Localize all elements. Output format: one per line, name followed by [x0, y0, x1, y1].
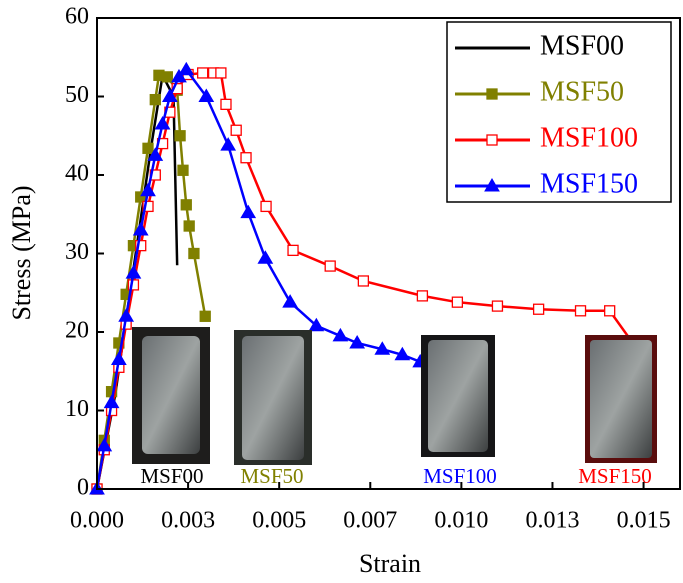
marker [183, 220, 195, 232]
marker [260, 200, 272, 213]
x-tick-label: 0.000 [70, 508, 124, 534]
marker [154, 115, 171, 130]
legend-marker [486, 134, 498, 146]
x-tick-label: 0.015 [617, 508, 671, 534]
marker [374, 341, 391, 355]
x-tick-label: 0.013 [525, 508, 579, 534]
annotation: MSF00 [140, 464, 203, 488]
marker [532, 303, 545, 315]
marker [177, 164, 189, 176]
marker [125, 265, 142, 279]
y-tick-label: 10 [65, 396, 89, 422]
x-tick-label: 0.005 [252, 508, 306, 534]
legend-label: MSF50 [540, 76, 624, 107]
marker [96, 437, 113, 452]
marker [308, 317, 325, 332]
marker [162, 88, 178, 102]
marker [188, 247, 200, 260]
x-tick-label: 0.007 [343, 508, 397, 534]
marker [198, 88, 215, 102]
specimen-photos [132, 327, 657, 465]
marker [149, 93, 161, 106]
marker [161, 71, 173, 83]
legend-marker [484, 178, 500, 192]
marker [135, 239, 147, 252]
legend-marker [486, 88, 498, 100]
y-tick-label: 0 [77, 475, 89, 501]
y-tick-label: 60 [65, 4, 89, 30]
marker [132, 221, 149, 236]
marker [171, 68, 187, 83]
marker [230, 124, 242, 136]
marker [240, 152, 252, 164]
x-tick-label: 0.010 [434, 508, 488, 534]
x-tick-label: 0.003 [161, 508, 215, 534]
marker [574, 305, 587, 317]
y-axis-label: Stress (MPa) [7, 185, 36, 320]
legend-box [446, 21, 672, 203]
annotation: MSF150 [578, 464, 652, 488]
marker [349, 334, 366, 349]
marker [324, 260, 336, 272]
marker [110, 351, 127, 365]
marker [257, 250, 274, 264]
photo-specimen [142, 336, 200, 454]
marker [180, 199, 192, 211]
marker [282, 294, 298, 308]
y-tick-label: 50 [65, 82, 89, 108]
y-tick-label: 30 [65, 239, 89, 265]
marker [357, 275, 370, 287]
marker [416, 290, 429, 302]
marker [220, 137, 237, 151]
y-tick-label: 20 [65, 318, 89, 344]
x-axis-label: Strain [359, 549, 421, 578]
marker [604, 305, 616, 317]
y-tick-label: 40 [65, 161, 89, 187]
marker [240, 204, 257, 219]
marker [199, 310, 211, 322]
annotation: MSF50 [240, 464, 303, 488]
marker [215, 67, 227, 79]
marker [118, 308, 135, 322]
legend-label: MSF00 [540, 30, 624, 61]
marker [174, 130, 186, 142]
marker [287, 244, 299, 257]
photo-specimen [590, 340, 652, 458]
marker [332, 327, 349, 342]
marker [147, 147, 164, 161]
marker [140, 182, 156, 197]
marker [197, 67, 209, 79]
photo-specimen [242, 336, 304, 460]
legend-label: MSF150 [540, 168, 638, 199]
legend-label: MSF100 [540, 122, 638, 153]
marker [220, 98, 232, 110]
annotation: MSF100 [423, 464, 497, 488]
marker [142, 200, 154, 213]
marker [142, 142, 154, 154]
marker [451, 296, 464, 308]
marker [491, 300, 504, 312]
marker [178, 61, 195, 76]
marker [103, 394, 120, 409]
marker [394, 346, 411, 361]
photo-specimen [428, 340, 488, 452]
